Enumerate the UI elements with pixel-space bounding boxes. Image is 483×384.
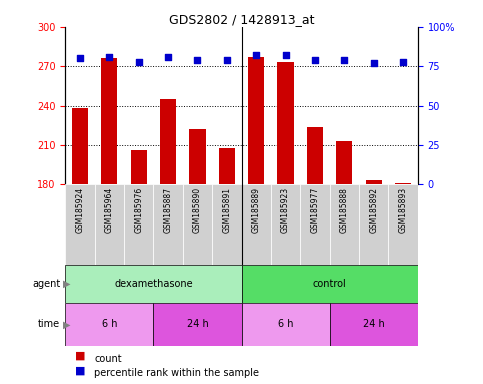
- Text: percentile rank within the sample: percentile rank within the sample: [94, 368, 259, 378]
- Bar: [154, 303, 242, 346]
- Bar: [366, 180, 382, 184]
- Bar: [65, 303, 154, 346]
- Bar: [359, 184, 388, 265]
- Point: [105, 54, 113, 60]
- Text: GSM185964: GSM185964: [105, 187, 114, 233]
- Bar: [271, 184, 300, 265]
- Text: GSM185924: GSM185924: [75, 187, 85, 233]
- Bar: [101, 58, 117, 184]
- Point: [164, 54, 172, 60]
- Bar: [183, 184, 212, 265]
- Text: GSM185889: GSM185889: [252, 187, 261, 233]
- Point: [282, 52, 289, 58]
- Text: 6 h: 6 h: [278, 319, 293, 329]
- Bar: [65, 184, 95, 265]
- Bar: [72, 108, 88, 184]
- Text: time: time: [38, 319, 60, 329]
- Text: ■: ■: [75, 351, 85, 361]
- Text: 6 h: 6 h: [101, 319, 117, 329]
- Text: control: control: [313, 279, 346, 289]
- Bar: [242, 184, 271, 265]
- Text: GSM185891: GSM185891: [222, 187, 231, 233]
- Point: [194, 57, 201, 63]
- Text: 24 h: 24 h: [186, 319, 208, 329]
- Text: dexamethasone: dexamethasone: [114, 279, 193, 289]
- Bar: [336, 141, 353, 184]
- Text: GSM185893: GSM185893: [398, 187, 408, 233]
- Bar: [329, 184, 359, 265]
- Bar: [242, 265, 418, 303]
- Bar: [154, 184, 183, 265]
- Text: agent: agent: [32, 279, 60, 289]
- Point: [311, 57, 319, 63]
- Bar: [65, 265, 242, 303]
- Point: [252, 52, 260, 58]
- Text: ■: ■: [75, 365, 85, 375]
- Point: [223, 57, 231, 63]
- Bar: [307, 127, 323, 184]
- Bar: [278, 62, 294, 184]
- Bar: [95, 184, 124, 265]
- Bar: [130, 150, 147, 184]
- Text: count: count: [94, 354, 122, 364]
- Bar: [160, 99, 176, 184]
- Bar: [124, 184, 154, 265]
- Text: GSM185923: GSM185923: [281, 187, 290, 233]
- Text: GSM185890: GSM185890: [193, 187, 202, 233]
- Point: [76, 55, 84, 61]
- Text: GSM185977: GSM185977: [311, 187, 319, 233]
- Point: [135, 58, 142, 65]
- Text: ▶: ▶: [63, 279, 71, 289]
- Bar: [242, 303, 330, 346]
- Text: GSM185887: GSM185887: [164, 187, 172, 233]
- Point: [399, 58, 407, 65]
- Text: GSM185976: GSM185976: [134, 187, 143, 233]
- Bar: [189, 129, 205, 184]
- Bar: [388, 184, 418, 265]
- Bar: [395, 183, 411, 184]
- Bar: [329, 303, 418, 346]
- Point: [341, 57, 348, 63]
- Text: 24 h: 24 h: [363, 319, 384, 329]
- Text: GSM185888: GSM185888: [340, 187, 349, 233]
- Bar: [219, 147, 235, 184]
- Text: GSM185892: GSM185892: [369, 187, 378, 233]
- Bar: [300, 184, 329, 265]
- Bar: [212, 184, 242, 265]
- Title: GDS2802 / 1428913_at: GDS2802 / 1428913_at: [169, 13, 314, 26]
- Point: [370, 60, 378, 66]
- Text: ▶: ▶: [63, 319, 71, 329]
- Bar: [248, 57, 264, 184]
